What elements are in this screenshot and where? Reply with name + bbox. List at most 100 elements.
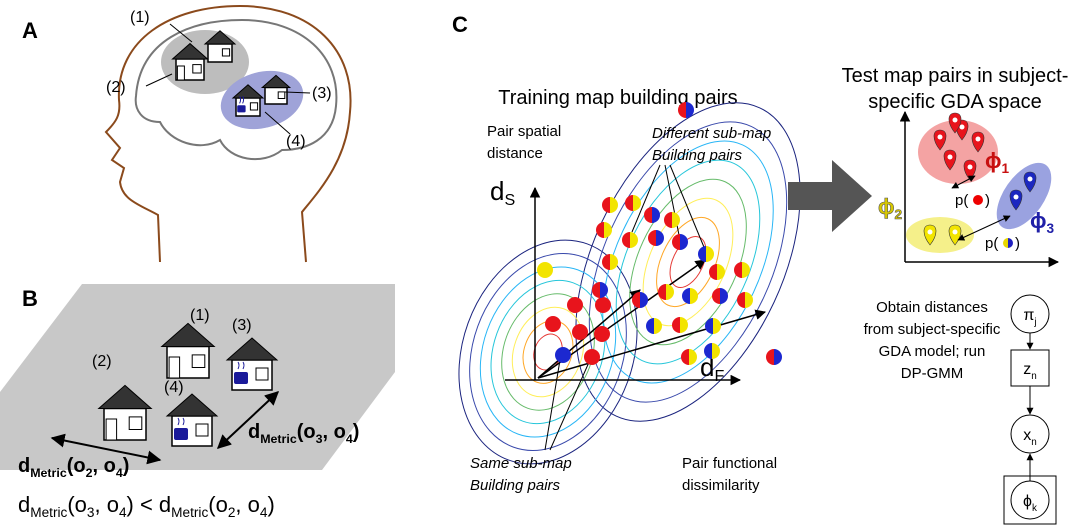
annotation: Same sub-map	[470, 455, 572, 472]
pair-dot	[572, 324, 588, 340]
pair-dot-half	[600, 282, 608, 298]
house-label: (1)	[190, 307, 210, 324]
subscript: k	[1032, 503, 1037, 514]
subscript: n	[1031, 371, 1037, 382]
method-text: from subject-specific	[864, 321, 1001, 338]
leader-line	[145, 73, 173, 87]
house-window	[195, 423, 209, 437]
cluster-ellipse	[906, 217, 974, 253]
panel-label: C	[452, 12, 468, 37]
text-part: , o	[94, 492, 118, 517]
panel-label: A	[22, 18, 38, 43]
pair-dot-half	[664, 212, 672, 228]
pair-dot-half	[672, 212, 680, 228]
subscript: Metric	[260, 432, 297, 446]
pair-dot-half	[622, 232, 630, 248]
leader-line	[264, 111, 291, 135]
pair-dot-half	[745, 292, 753, 308]
subscript: n	[1031, 437, 1037, 448]
cluster-ellipse	[996, 162, 1052, 230]
annotation: Different sub-map	[652, 125, 771, 142]
house-label: (4)	[164, 379, 184, 396]
pair-dot-half	[658, 284, 666, 300]
map-pin	[948, 112, 962, 134]
section-title: Test map pairs in subject-	[842, 65, 1069, 87]
house-label: (3)	[312, 85, 332, 102]
cup-icon	[234, 372, 248, 384]
pin-hole	[937, 134, 943, 140]
text-part: )	[267, 492, 274, 517]
contour	[501, 293, 595, 411]
subscript: F	[714, 367, 724, 385]
text-part: d	[18, 492, 30, 517]
axis-label: Pair spatial	[487, 123, 561, 140]
text-part: )	[123, 455, 130, 477]
pair-dot	[594, 326, 610, 342]
subscript: 2	[895, 207, 903, 222]
leader-line	[664, 164, 681, 241]
map-pin	[1009, 189, 1023, 211]
pair-dot-half	[654, 318, 662, 334]
text-part: d	[248, 421, 260, 443]
node-label: zn	[1023, 361, 1037, 382]
big-arrow	[788, 160, 872, 232]
leader-line	[544, 359, 561, 451]
house-window	[249, 102, 259, 111]
house-door	[105, 418, 118, 441]
node-label: πj	[1023, 307, 1036, 328]
pin-hole	[1013, 194, 1019, 200]
pair-dot-half	[712, 343, 720, 359]
house-roof	[165, 393, 219, 417]
contour	[629, 178, 747, 346]
axis-label: distance	[487, 145, 543, 162]
subscript: 3	[316, 432, 323, 446]
text-part: (o	[67, 455, 86, 477]
pair-dot-half	[734, 262, 742, 278]
contour	[602, 140, 774, 384]
pair-dot-half	[742, 262, 750, 278]
text-part: d	[490, 176, 504, 206]
cup-icon	[174, 428, 188, 440]
distance-label: dMetric(o3, o4)	[248, 421, 359, 446]
pair-dot-half	[682, 288, 690, 304]
pair-dot	[537, 262, 553, 278]
pair-dot-half	[717, 264, 725, 280]
map-pin	[933, 129, 947, 151]
house-window	[192, 64, 202, 74]
pin-hole	[967, 164, 973, 170]
pair-dot-half	[625, 195, 633, 211]
contour	[458, 239, 638, 465]
contour	[490, 279, 606, 425]
pair-dot-half	[652, 207, 660, 223]
pair-dot-half	[680, 317, 688, 333]
pair-dot-half	[698, 246, 706, 262]
text-part: ) < d	[127, 492, 172, 517]
pair-dot-half	[640, 292, 648, 308]
prob-dot	[1008, 238, 1013, 248]
subscript: 4	[346, 432, 353, 446]
pair-dot-half	[766, 349, 774, 365]
prob-dot	[973, 195, 983, 205]
panel-label: B	[22, 286, 38, 311]
pair-dot	[567, 297, 583, 313]
house-label: (4)	[286, 133, 306, 150]
pair-dot-half	[672, 234, 680, 250]
house-roof	[225, 337, 279, 361]
pair-dot-half	[686, 102, 694, 118]
text-part: z	[1023, 361, 1031, 378]
map-pin	[943, 149, 957, 171]
prob-label: )	[1015, 235, 1020, 252]
pair-arrow	[537, 289, 641, 379]
prob-label: )	[985, 192, 990, 209]
pair-dot-half	[774, 349, 782, 365]
house-door	[176, 65, 185, 81]
contour	[588, 121, 788, 403]
pair-dot-half	[681, 349, 689, 365]
pair-dot-half	[690, 288, 698, 304]
leader-line	[549, 359, 591, 451]
section-title: specific GDA space	[868, 91, 1041, 113]
cluster-label: ϕ3	[1030, 208, 1055, 236]
node-label: xn	[1023, 427, 1037, 448]
leader-line	[284, 91, 311, 94]
contour	[479, 266, 617, 438]
